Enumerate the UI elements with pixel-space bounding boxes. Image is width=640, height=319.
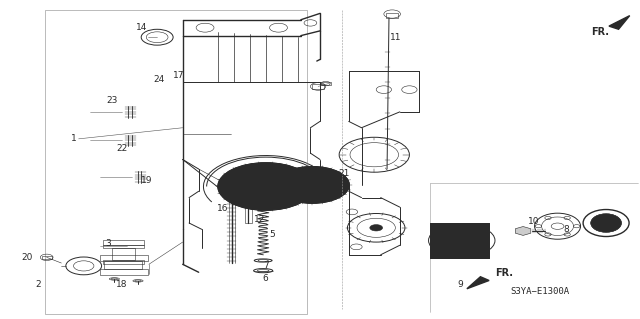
- Bar: [103, 260, 145, 264]
- Text: 9: 9: [458, 280, 463, 289]
- Text: 12: 12: [253, 215, 265, 224]
- Circle shape: [275, 167, 349, 203]
- Text: FR.: FR.: [495, 268, 513, 278]
- Polygon shape: [609, 16, 630, 29]
- Text: FR.: FR.: [591, 26, 609, 36]
- Text: 10: 10: [528, 217, 540, 226]
- Text: 8: 8: [563, 225, 569, 234]
- Bar: [431, 223, 489, 258]
- Polygon shape: [515, 226, 531, 235]
- Bar: [103, 245, 145, 249]
- Text: 7: 7: [263, 261, 269, 271]
- Text: 19: 19: [141, 176, 152, 185]
- Bar: [103, 241, 145, 245]
- Text: 11: 11: [390, 33, 401, 42]
- Text: 14: 14: [136, 23, 147, 32]
- Text: 2: 2: [35, 280, 40, 289]
- Ellipse shape: [591, 214, 621, 232]
- Bar: [100, 255, 148, 261]
- Text: 20: 20: [22, 254, 33, 263]
- Polygon shape: [467, 277, 489, 289]
- Text: S3YA−E1300A: S3YA−E1300A: [511, 287, 570, 296]
- Text: 5: 5: [269, 230, 275, 239]
- Circle shape: [218, 163, 314, 210]
- Text: 13: 13: [285, 173, 297, 182]
- Text: 15: 15: [605, 217, 616, 226]
- Text: 1: 1: [71, 134, 77, 143]
- Bar: [320, 82, 332, 85]
- Bar: [259, 197, 267, 206]
- Text: 17: 17: [172, 71, 184, 80]
- Bar: [259, 197, 267, 206]
- Text: 4: 4: [269, 198, 275, 207]
- Text: 18: 18: [116, 280, 128, 289]
- Bar: [100, 269, 148, 275]
- Text: 22: 22: [116, 144, 127, 153]
- Text: 16: 16: [217, 204, 228, 213]
- Circle shape: [370, 225, 383, 231]
- Bar: [312, 84, 324, 89]
- Circle shape: [258, 183, 273, 190]
- Text: 24: 24: [154, 75, 164, 84]
- Text: 23: 23: [107, 96, 118, 105]
- Bar: [431, 223, 489, 258]
- Bar: [104, 261, 143, 269]
- Bar: [244, 199, 252, 223]
- Text: 3: 3: [105, 239, 111, 248]
- Bar: [42, 256, 52, 259]
- Bar: [45, 10, 307, 314]
- Bar: [113, 249, 135, 260]
- Text: 6: 6: [263, 274, 269, 283]
- Text: 21: 21: [339, 169, 350, 178]
- Bar: [387, 13, 398, 18]
